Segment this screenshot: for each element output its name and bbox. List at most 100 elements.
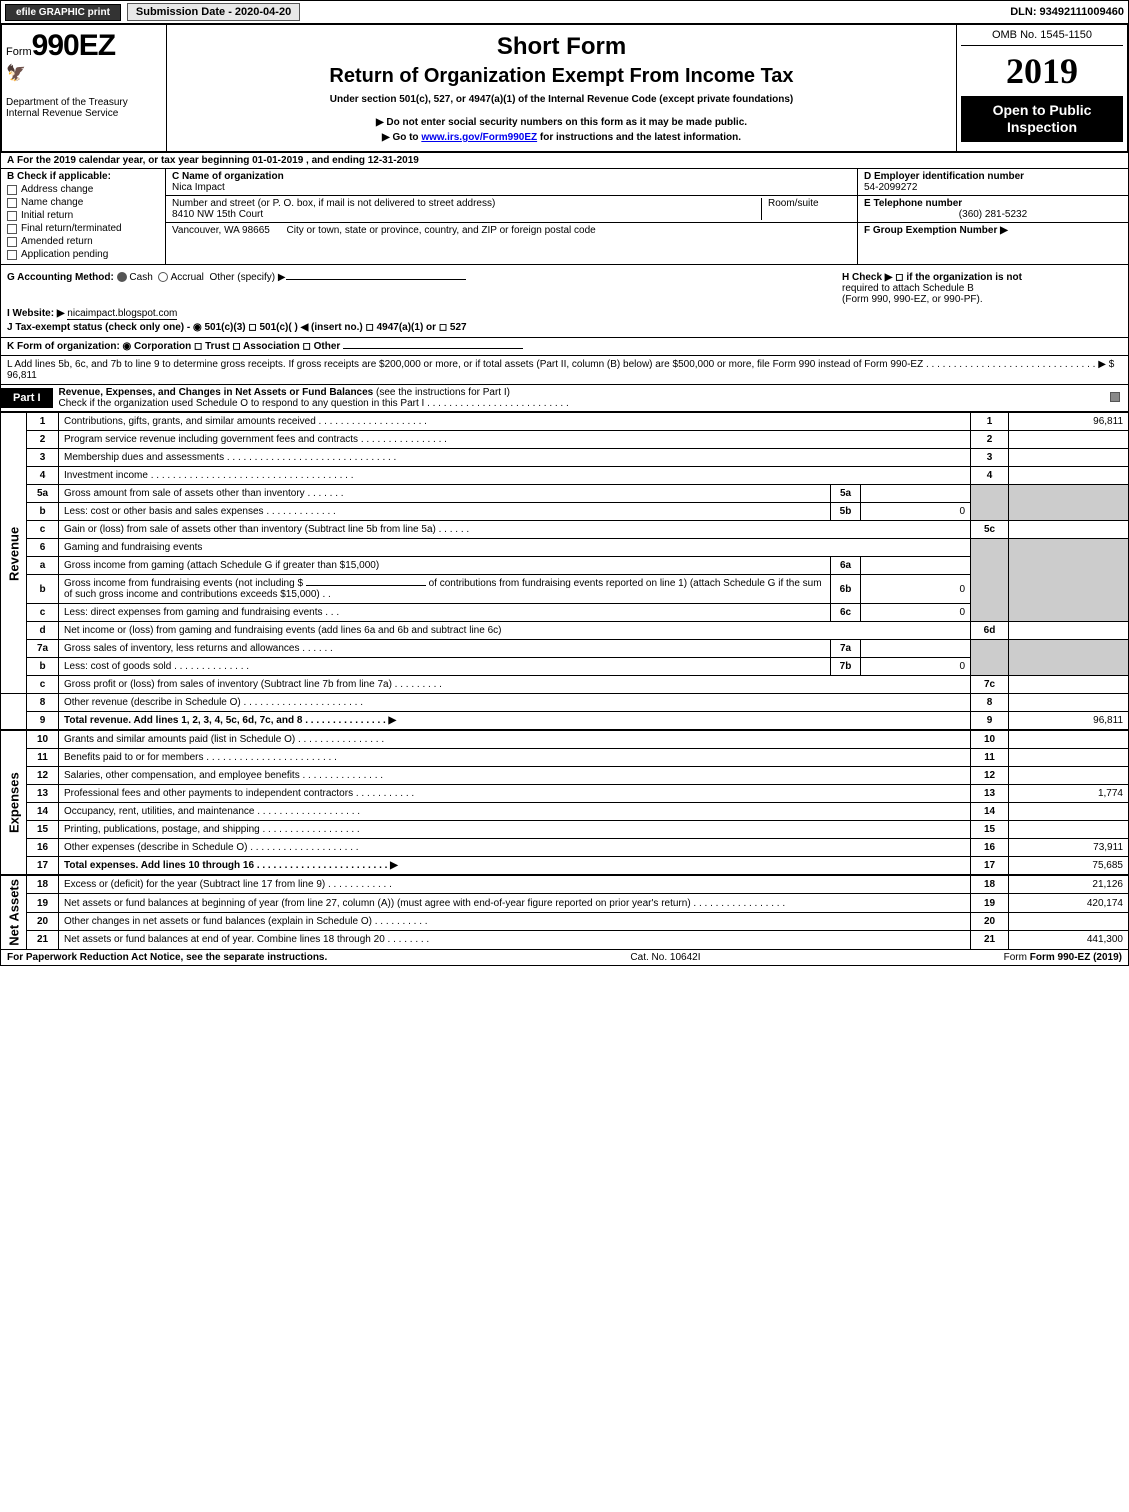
- chk-final-return[interactable]: Final return/terminated: [7, 223, 159, 234]
- table-row: 6 Gaming and fundraising events: [1, 539, 1129, 557]
- chk-address-change[interactable]: Address change: [7, 184, 159, 195]
- radio-cash-icon[interactable]: [117, 272, 127, 282]
- chk-name-change[interactable]: Name change: [7, 197, 159, 208]
- checkbox-icon: [7, 211, 17, 221]
- table-row: Expenses 10 Grants and similar amounts p…: [1, 731, 1129, 749]
- header-warning-line: ▶ Do not enter social security numbers o…: [171, 117, 952, 128]
- c-city-block: Vancouver, WA 98665 City or town, state …: [166, 223, 857, 238]
- shaded-cell: [971, 485, 1009, 521]
- c-street-value: 8410 NW 15th Court: [172, 209, 761, 220]
- expenses-table: Expenses 10 Grants and similar amounts p…: [0, 730, 1129, 875]
- shaded-cell: [971, 539, 1009, 622]
- row-a: A For the 2019 calendar year, or tax yea…: [0, 153, 1129, 169]
- line-desc: Gross income from fundraising events (no…: [59, 575, 831, 604]
- line-num: 18: [27, 876, 59, 894]
- line-num: b: [27, 575, 59, 604]
- line-desc: Benefits paid to or for members . . . . …: [59, 749, 971, 767]
- radio-accrual-icon[interactable]: [158, 272, 168, 282]
- top-bar: efile GRAPHIC print Submission Date - 20…: [0, 0, 1129, 23]
- g-other-input[interactable]: [286, 279, 466, 280]
- part1-check[interactable]: [1110, 392, 1128, 405]
- line-box: 13: [971, 785, 1009, 803]
- e-value: (360) 281-5232: [864, 209, 1122, 220]
- i-value[interactable]: nicaimpact.blogspot.com: [67, 308, 177, 320]
- section-k: K Form of organization: ◉ Corporation ◻ …: [0, 338, 1129, 356]
- part1-desc: Revenue, Expenses, and Changes in Net As…: [53, 385, 1110, 411]
- checkbox-icon: [7, 224, 17, 234]
- line-box: 4: [971, 467, 1009, 485]
- line-num: 7a: [27, 640, 59, 658]
- chk-initial-return[interactable]: Initial return: [7, 210, 159, 221]
- section-b: B Check if applicable: Address change Na…: [1, 169, 166, 264]
- table-row: 17Total expenses. Add lines 10 through 1…: [1, 857, 1129, 875]
- line-desc: Membership dues and assessments . . . . …: [59, 449, 971, 467]
- k-other-input[interactable]: [343, 348, 523, 349]
- table-row: 13Professional fees and other payments t…: [1, 785, 1129, 803]
- chk-label: Address change: [21, 184, 93, 195]
- table-row: 11Benefits paid to or for members . . . …: [1, 749, 1129, 767]
- row-a-mid: , and ending: [306, 155, 368, 166]
- open-public-badge: Open to Public Inspection: [961, 96, 1123, 142]
- line-num: 1: [27, 413, 59, 431]
- header-left: Form990EZ 🦅 Department of the Treasury I…: [2, 25, 167, 151]
- chk-amended-return[interactable]: Amended return: [7, 236, 159, 247]
- line-num: 20: [27, 912, 59, 930]
- e-label: E Telephone number: [864, 198, 1122, 209]
- form-prefix: Form: [6, 46, 32, 58]
- line-desc: Total expenses. Add lines 10 through 16 …: [59, 857, 971, 875]
- line-desc: Net assets or fund balances at beginning…: [59, 894, 971, 912]
- f-label: F Group Exemption Number ▶: [864, 225, 1008, 236]
- checkbox-icon: [7, 237, 17, 247]
- irs-link[interactable]: www.irs.gov/Form990EZ: [421, 132, 537, 143]
- row-a-pre: For the 2019 calendar year, or tax year …: [17, 155, 252, 166]
- footer-left: For Paperwork Reduction Act Notice, see …: [7, 952, 327, 963]
- chk-label: Initial return: [21, 210, 73, 221]
- table-row: b Less: cost or other basis and sales ex…: [1, 503, 1129, 521]
- table-row: 19Net assets or fund balances at beginni…: [1, 894, 1129, 912]
- e-block: E Telephone number (360) 281-5232: [858, 196, 1128, 223]
- table-row: c Gross profit or (loss) from sales of i…: [1, 676, 1129, 694]
- g-label: G Accounting Method:: [7, 272, 114, 283]
- header-subtitle: Under section 501(c), 527, or 4947(a)(1)…: [171, 94, 952, 105]
- c-street-block: Number and street (or P. O. box, if mail…: [166, 196, 857, 223]
- efile-print-button[interactable]: efile GRAPHIC print: [5, 4, 121, 21]
- line-num: 12: [27, 767, 59, 785]
- table-row: Net Assets 18 Excess or (deficit) for th…: [1, 876, 1129, 894]
- line-num: 2: [27, 431, 59, 449]
- chk-label: Final return/terminated: [21, 223, 122, 234]
- line-amt: [1009, 449, 1129, 467]
- line-desc: Contributions, gifts, grants, and simila…: [59, 413, 971, 431]
- g-other: Other (specify) ▶: [209, 272, 285, 283]
- line-amt: [1009, 431, 1129, 449]
- line-num: 16: [27, 839, 59, 857]
- line-num: 17: [27, 857, 59, 875]
- line-box: 11: [971, 749, 1009, 767]
- line-num: 21: [27, 931, 59, 949]
- table-row: b Gross income from fundraising events (…: [1, 575, 1129, 604]
- line-num: c: [27, 604, 59, 622]
- c-name-block: C Name of organization Nica Impact: [166, 169, 857, 196]
- line-amt: [1009, 767, 1129, 785]
- section-b-header: B Check if applicable:: [7, 171, 159, 182]
- c-room-label: Room/suite: [768, 198, 851, 209]
- table-row: 5a Gross amount from sale of assets othe…: [1, 485, 1129, 503]
- line-desc: Gross sales of inventory, less returns a…: [59, 640, 831, 658]
- line-box: 21: [971, 931, 1009, 949]
- block-bcdef: B Check if applicable: Address change Na…: [0, 169, 1129, 265]
- table-row: 20Other changes in net assets or fund ba…: [1, 912, 1129, 930]
- netassets-table: Net Assets 18 Excess or (deficit) for th…: [0, 875, 1129, 950]
- line-amt: [1009, 676, 1129, 694]
- line-num: 11: [27, 749, 59, 767]
- line-box: 20: [971, 912, 1009, 930]
- line-amt: 1,774: [1009, 785, 1129, 803]
- line-amt: 96,811: [1009, 413, 1129, 431]
- i-label: I Website: ▶: [7, 308, 65, 319]
- chk-application-pending[interactable]: Application pending: [7, 249, 159, 260]
- part1-title-paren: (see the instructions for Part I): [373, 387, 510, 398]
- table-row: c Gain or (loss) from sale of assets oth…: [1, 521, 1129, 539]
- line-num: b: [27, 503, 59, 521]
- section-l: L Add lines 5b, 6c, and 7b to line 9 to …: [0, 356, 1129, 385]
- inner-box: 5a: [831, 485, 861, 503]
- line-6b-blank[interactable]: [306, 585, 426, 586]
- line-box: 10: [971, 731, 1009, 749]
